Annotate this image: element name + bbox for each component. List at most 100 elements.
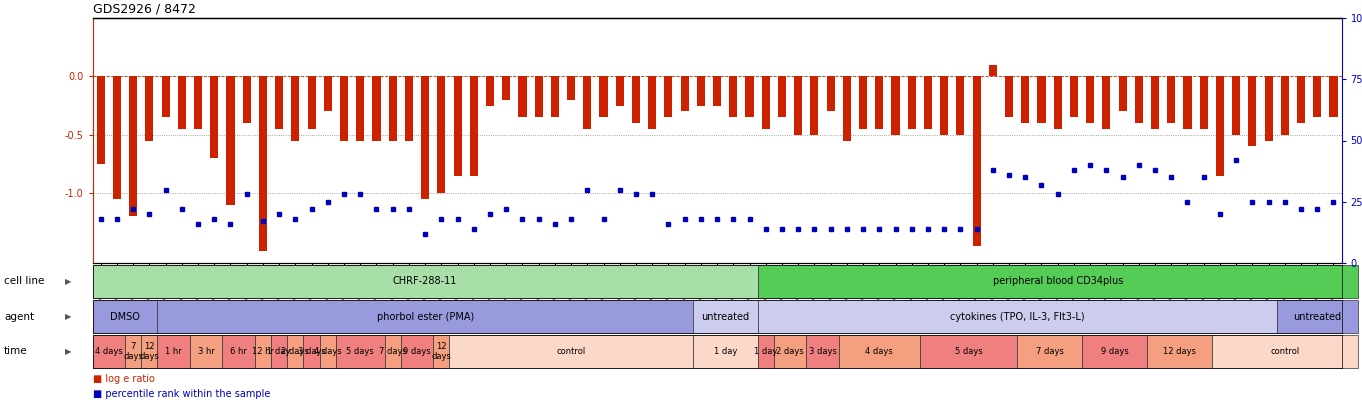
Bar bbox=[1151, 76, 1159, 129]
Bar bbox=[384, 335, 400, 368]
Text: ▶: ▶ bbox=[65, 312, 71, 321]
Bar bbox=[956, 76, 964, 135]
Bar bbox=[806, 335, 839, 368]
Text: agent: agent bbox=[4, 311, 34, 322]
Text: ■ percentile rank within the sample: ■ percentile rank within the sample bbox=[93, 389, 270, 399]
Text: 5 days: 5 days bbox=[955, 347, 982, 356]
Text: 5 days: 5 days bbox=[346, 347, 375, 356]
Bar bbox=[1118, 76, 1126, 111]
Bar bbox=[1184, 76, 1192, 129]
Text: cytokines (TPO, IL-3, Flt3-L): cytokines (TPO, IL-3, Flt3-L) bbox=[949, 311, 1084, 322]
Bar bbox=[271, 335, 287, 368]
Text: 1 day: 1 day bbox=[267, 347, 291, 356]
Bar bbox=[1216, 76, 1224, 175]
Bar bbox=[324, 76, 332, 111]
Bar bbox=[1280, 76, 1288, 135]
Text: ▶: ▶ bbox=[65, 347, 71, 356]
Bar bbox=[761, 76, 770, 129]
Bar bbox=[1249, 76, 1256, 146]
Bar bbox=[93, 265, 757, 298]
Bar bbox=[697, 76, 706, 105]
Bar bbox=[449, 335, 693, 368]
Bar bbox=[1233, 76, 1241, 135]
Bar bbox=[827, 76, 835, 111]
Bar bbox=[113, 76, 121, 199]
Text: 4 days: 4 days bbox=[865, 347, 893, 356]
Text: 7 days: 7 days bbox=[379, 347, 407, 356]
Bar bbox=[125, 335, 142, 368]
Bar bbox=[693, 335, 757, 368]
Bar bbox=[275, 76, 283, 129]
Bar bbox=[535, 76, 542, 117]
Bar bbox=[1167, 76, 1175, 123]
Bar bbox=[336, 335, 384, 368]
Text: GDS2926 / 8472: GDS2926 / 8472 bbox=[93, 2, 196, 15]
Bar bbox=[729, 76, 737, 117]
Text: 12
days: 12 days bbox=[432, 342, 451, 361]
Bar bbox=[774, 335, 806, 368]
Bar bbox=[433, 335, 449, 368]
Bar bbox=[222, 335, 255, 368]
Bar bbox=[757, 335, 774, 368]
Bar bbox=[1276, 300, 1358, 333]
Text: 7
days: 7 days bbox=[123, 342, 143, 361]
Bar bbox=[421, 76, 429, 199]
Bar bbox=[388, 76, 396, 141]
Text: 9 days: 9 days bbox=[1100, 347, 1128, 356]
Bar bbox=[972, 76, 981, 245]
Bar bbox=[470, 76, 478, 175]
Bar bbox=[162, 76, 170, 117]
Bar bbox=[503, 76, 511, 100]
Bar bbox=[142, 335, 158, 368]
Bar bbox=[519, 76, 527, 117]
Bar bbox=[648, 76, 656, 129]
Bar bbox=[567, 76, 575, 100]
Bar bbox=[876, 76, 884, 129]
Text: peripheral blood CD34plus: peripheral blood CD34plus bbox=[993, 277, 1122, 286]
Bar bbox=[550, 76, 558, 117]
Text: 3 days: 3 days bbox=[809, 347, 836, 356]
Bar bbox=[357, 76, 364, 141]
Bar bbox=[843, 76, 851, 141]
Bar bbox=[1212, 335, 1358, 368]
Bar bbox=[859, 76, 868, 129]
Bar bbox=[1135, 76, 1143, 123]
Bar bbox=[304, 335, 320, 368]
Bar bbox=[400, 335, 433, 368]
Text: 12
days: 12 days bbox=[139, 342, 159, 361]
Bar bbox=[1086, 76, 1094, 123]
Bar bbox=[193, 76, 202, 129]
Bar bbox=[93, 335, 125, 368]
Bar bbox=[1081, 335, 1147, 368]
Bar bbox=[1017, 335, 1081, 368]
Text: untreated: untreated bbox=[701, 311, 749, 322]
Bar bbox=[1264, 76, 1272, 141]
Bar bbox=[778, 76, 786, 117]
Bar bbox=[1071, 76, 1077, 117]
Text: 12 hr: 12 hr bbox=[252, 347, 274, 356]
Text: 1 day: 1 day bbox=[755, 347, 778, 356]
Bar bbox=[1038, 76, 1046, 123]
Bar bbox=[287, 335, 304, 368]
Bar bbox=[757, 300, 1276, 333]
Bar bbox=[372, 76, 380, 141]
Text: 2 days: 2 days bbox=[282, 347, 309, 356]
Bar bbox=[757, 265, 1358, 298]
Bar bbox=[97, 76, 105, 164]
Bar bbox=[1102, 76, 1110, 129]
Bar bbox=[259, 76, 267, 252]
Bar bbox=[940, 76, 948, 135]
Bar bbox=[129, 76, 138, 216]
Bar bbox=[242, 76, 251, 123]
Bar bbox=[158, 335, 189, 368]
Bar bbox=[1054, 76, 1062, 129]
Bar bbox=[210, 76, 218, 158]
Bar bbox=[839, 335, 919, 368]
Bar bbox=[308, 76, 316, 129]
Bar bbox=[919, 335, 1017, 368]
Bar bbox=[810, 76, 819, 135]
Text: CHRF-288-11: CHRF-288-11 bbox=[394, 277, 458, 286]
Bar bbox=[745, 76, 753, 117]
Text: control: control bbox=[1271, 347, 1299, 356]
Text: cell line: cell line bbox=[4, 277, 45, 286]
